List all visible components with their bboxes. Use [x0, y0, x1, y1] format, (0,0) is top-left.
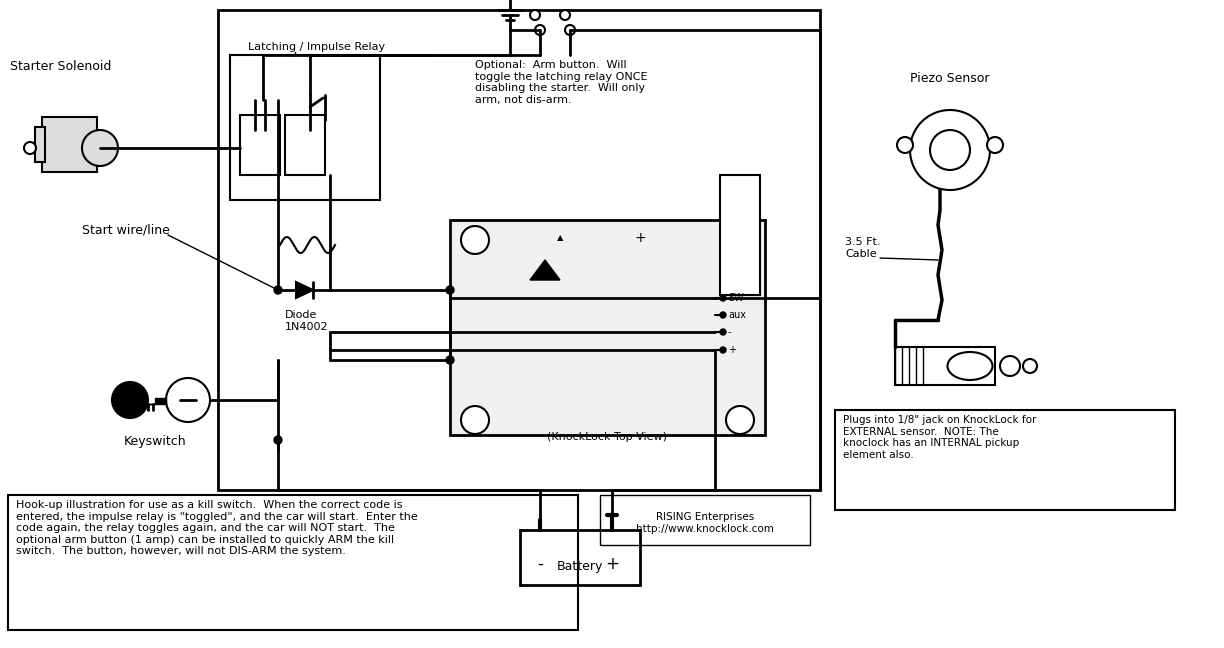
- Circle shape: [726, 406, 754, 434]
- Text: RISING Enterprises
http://www.knocklock.com: RISING Enterprises http://www.knocklock.…: [636, 512, 774, 533]
- Circle shape: [120, 390, 140, 410]
- Bar: [450, 220, 765, 435]
- Circle shape: [24, 142, 35, 154]
- Circle shape: [530, 10, 540, 20]
- Text: Start wire/line: Start wire/line: [82, 224, 170, 237]
- Text: (KnockLock Top View): (KnockLock Top View): [547, 432, 667, 442]
- Text: Hook-up illustration for use as a kill switch.  When the correct code is
entered: Hook-up illustration for use as a kill s…: [16, 500, 417, 557]
- Text: +: +: [728, 345, 736, 355]
- Bar: [285, 115, 326, 175]
- Bar: [600, 495, 810, 545]
- Text: Keyswitch: Keyswitch: [124, 435, 186, 448]
- Polygon shape: [130, 398, 166, 404]
- Text: Piezo Sensor: Piezo Sensor: [911, 72, 990, 85]
- Bar: [720, 175, 760, 295]
- Bar: [218, 10, 820, 490]
- Text: -: -: [537, 555, 543, 573]
- Text: +: +: [605, 555, 619, 573]
- Circle shape: [987, 137, 1002, 153]
- Circle shape: [166, 378, 211, 422]
- Circle shape: [720, 329, 726, 335]
- Bar: [42, 117, 97, 172]
- Text: SW: SW: [728, 293, 744, 303]
- Circle shape: [720, 295, 726, 301]
- Circle shape: [1023, 359, 1037, 373]
- Bar: [835, 410, 1175, 510]
- Circle shape: [561, 10, 570, 20]
- Circle shape: [1000, 356, 1020, 376]
- Text: Diode
1N4002: Diode 1N4002: [285, 310, 328, 332]
- Text: Starter Solenoid: Starter Solenoid: [10, 60, 111, 73]
- Circle shape: [909, 110, 990, 190]
- Bar: [9, 495, 578, 630]
- Text: 3.5 Ft.
Cable: 3.5 Ft. Cable: [845, 237, 880, 259]
- Bar: [35, 127, 45, 162]
- Text: -: -: [728, 327, 732, 337]
- Text: +: +: [634, 231, 646, 245]
- Ellipse shape: [947, 352, 993, 380]
- Circle shape: [565, 25, 575, 35]
- Bar: [520, 530, 640, 585]
- Text: aux: aux: [728, 310, 745, 320]
- Circle shape: [930, 130, 969, 170]
- Circle shape: [461, 406, 490, 434]
- Bar: [895, 347, 995, 385]
- Bar: [230, 55, 379, 200]
- Circle shape: [446, 356, 454, 364]
- Circle shape: [274, 436, 282, 444]
- Polygon shape: [530, 260, 561, 280]
- Text: ▲: ▲: [557, 233, 563, 242]
- Text: Optional:  Arm button.  Will
toggle the latching relay ONCE
disabling the starte: Optional: Arm button. Will toggle the la…: [475, 60, 647, 105]
- Circle shape: [720, 347, 726, 353]
- Text: Latching / Impulse Relay: Latching / Impulse Relay: [248, 42, 386, 52]
- Circle shape: [897, 137, 913, 153]
- Text: Plugs into 1/8" jack on KnockLock for
EXTERNAL sensor.  NOTE: The
knoclock has a: Plugs into 1/8" jack on KnockLock for EX…: [843, 415, 1037, 460]
- Circle shape: [113, 382, 148, 418]
- Circle shape: [720, 312, 726, 318]
- Text: Battery: Battery: [557, 560, 603, 573]
- Circle shape: [535, 25, 545, 35]
- Circle shape: [461, 226, 490, 254]
- Circle shape: [82, 130, 118, 166]
- Bar: [240, 115, 280, 175]
- Circle shape: [274, 286, 282, 294]
- Circle shape: [726, 226, 754, 254]
- Circle shape: [446, 286, 454, 294]
- Polygon shape: [296, 282, 313, 298]
